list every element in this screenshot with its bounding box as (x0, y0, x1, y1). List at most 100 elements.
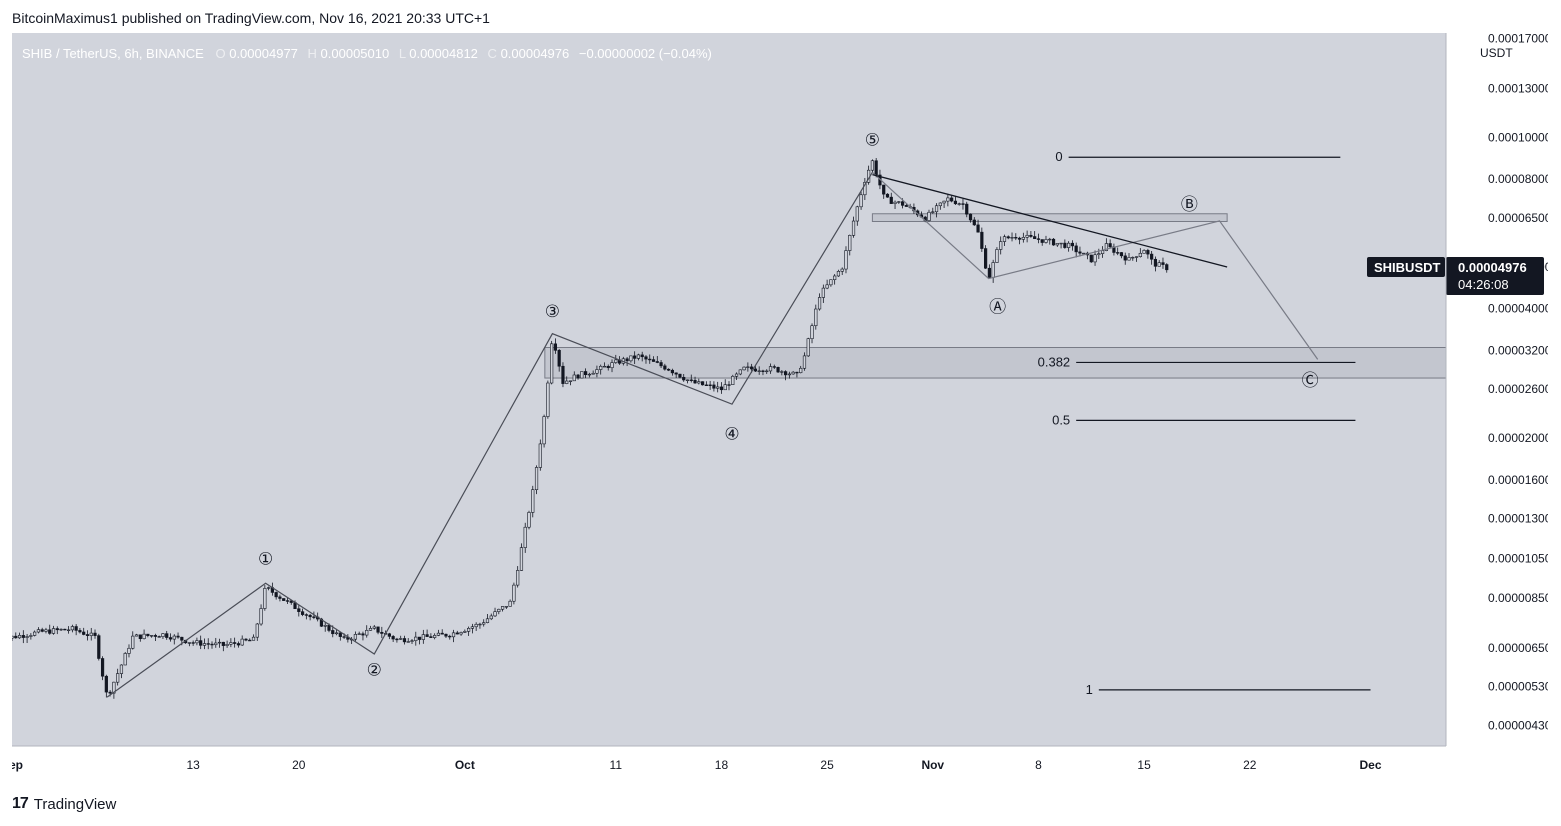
candle-169 (633, 351, 637, 364)
candle-283 (1063, 239, 1067, 249)
candle-96 (357, 631, 361, 635)
candle-303 (1138, 248, 1142, 258)
descending-trendline (872, 173, 1228, 268)
candle-126 (470, 623, 474, 634)
candle-131 (489, 613, 493, 621)
price-tick-16: 0.00000430 (1488, 718, 1548, 732)
candle-284 (1067, 241, 1071, 252)
candle-67 (248, 638, 252, 642)
candle-288 (1082, 252, 1086, 255)
legend-close-label: C (488, 46, 497, 61)
svg-text:Ⓒ: Ⓒ (1302, 371, 1319, 391)
candle-306 (1150, 250, 1154, 265)
svg-text:③: ③ (545, 302, 560, 322)
candle-129 (482, 619, 486, 627)
candle-121 (451, 629, 456, 643)
candle-76 (282, 598, 286, 601)
candle-52 (191, 640, 195, 646)
candle-179 (670, 368, 674, 376)
candle-227 (851, 216, 856, 238)
candle-137 (512, 582, 516, 605)
candle-205 (768, 363, 773, 374)
time-tick-0: Sep (12, 758, 23, 772)
price-axis[interactable] (1446, 33, 1548, 746)
candle-281 (1055, 243, 1059, 247)
candle-269 (1010, 232, 1014, 242)
candle-299 (1123, 252, 1127, 265)
impulse-wave-line (106, 172, 873, 698)
candle-163 (610, 359, 614, 373)
price-tick-8: 0.00002600 (1488, 382, 1548, 396)
wave-label-4: ⑤ (865, 130, 880, 150)
candle-263 (987, 264, 991, 279)
svg-text:⑤: ⑤ (865, 130, 880, 150)
price-tick-14: 0.00000650 (1488, 641, 1548, 655)
candle-62 (229, 638, 233, 648)
candle-113 (421, 629, 425, 644)
candle-154 (576, 373, 580, 380)
candle-7 (21, 630, 25, 644)
price-tick-10: 0.00001600 (1488, 473, 1548, 487)
candle-196 (734, 372, 739, 381)
candle-21 (74, 624, 78, 636)
price-tick-12: 0.00001050 (1488, 552, 1548, 566)
candle-33 (119, 664, 124, 679)
price-tick-1: 0.00013000 (1488, 82, 1548, 96)
price-tick-3: 0.00008000 (1488, 172, 1548, 186)
candle-177 (663, 363, 667, 371)
candle-291 (1093, 250, 1097, 266)
candle-256 (961, 198, 965, 210)
svg-text:SHIB / TetherUS, 6h, BINANCE: SHIB / TetherUS, 6h, BINANCE O 0.0000497… (22, 46, 712, 61)
candle-270 (1014, 233, 1018, 241)
candle-181 (678, 373, 682, 379)
candle-182 (682, 374, 686, 382)
candle-17 (59, 628, 63, 632)
fib-label-1: 0.382 (1038, 354, 1071, 369)
candle-221 (829, 279, 833, 287)
candle-97 (361, 631, 365, 641)
svg-text:Ⓑ: Ⓑ (1181, 195, 1198, 215)
candle-174 (651, 356, 656, 362)
candle-13 (44, 627, 48, 634)
time-axis[interactable] (12, 746, 1548, 781)
candle-216 (810, 323, 814, 344)
candle-279 (1048, 237, 1052, 245)
candle-104 (387, 632, 391, 640)
candle-80 (297, 604, 301, 617)
legend-close-value: 0.00004976 (501, 46, 570, 61)
fib-label-3: 1 (1086, 682, 1093, 697)
candle-48 (176, 632, 180, 639)
elliott-wave-lines (106, 171, 1319, 698)
candle-29 (104, 674, 108, 698)
candle-184 (689, 374, 693, 383)
candle-146 (546, 380, 550, 419)
candle-265 (995, 247, 999, 263)
price-tick-11: 0.00001300 (1488, 512, 1548, 526)
candle-57 (210, 641, 214, 649)
candle-144 (538, 439, 542, 471)
candle-267 (1002, 234, 1007, 247)
badge-price-bg (1446, 257, 1544, 295)
candle-275 (1033, 231, 1037, 240)
candle-139 (519, 543, 524, 571)
candle-32 (116, 668, 120, 686)
candle-161 (602, 362, 607, 368)
price-chart[interactable]: 0 0.382 0.5 1 ① ② ③ ④ ⑤ Ⓐ Ⓑ Ⓒ 0.00017000 0.00013000… (12, 33, 1548, 781)
candle-191 (716, 381, 720, 393)
candle-98 (365, 625, 369, 638)
candle-199 (746, 362, 750, 372)
candle-193 (723, 379, 727, 391)
candle-198 (742, 366, 746, 371)
svg-text:Ⓐ: Ⓐ (989, 297, 1006, 317)
time-axis-ticks: Sep 13 20 Oct 11 18 25 Nov 8 15 22 Dec (12, 758, 1382, 772)
chart-container[interactable]: 0 0.382 0.5 1 ① ② ③ ④ ⑤ Ⓐ Ⓑ Ⓒ 0.00017000 0.00013000… (12, 33, 1548, 781)
time-tick-8: 8 (1035, 758, 1042, 772)
candle-122 (455, 630, 459, 635)
fib-label-0: 0 (1055, 149, 1062, 164)
badge-countdown: 04:26:08 (1458, 277, 1509, 292)
candle-99 (368, 625, 373, 631)
candle-170 (636, 353, 641, 361)
candle-222 (833, 274, 837, 285)
candle-251 (942, 200, 946, 208)
candle-304 (1142, 249, 1146, 254)
